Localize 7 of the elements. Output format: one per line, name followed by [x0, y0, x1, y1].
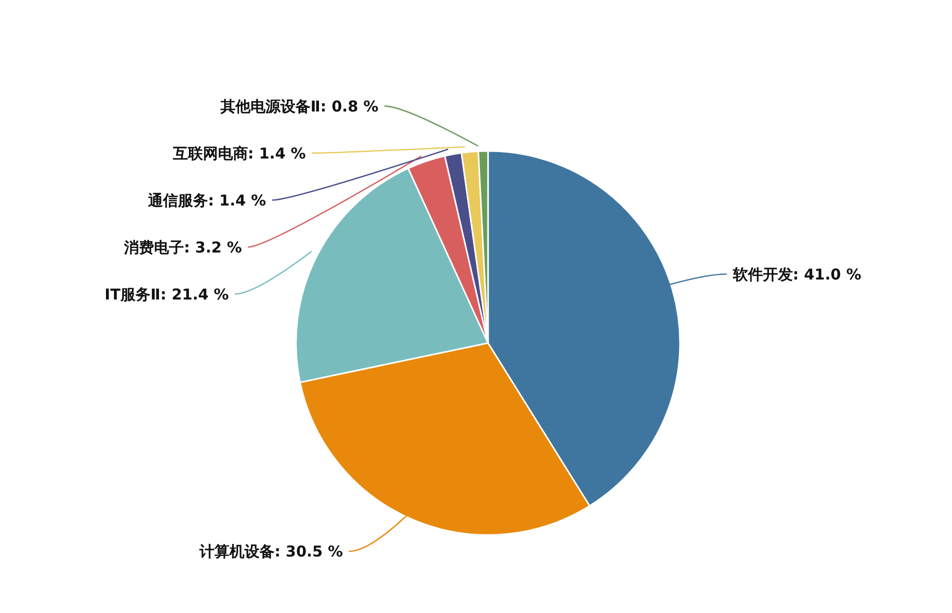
slice-label: IT服务Ⅱ: 21.4 % — [104, 285, 229, 304]
slice-label: 计算机设备: 30.5 % — [198, 542, 343, 561]
slice-label: 软件开发: 41.0 % — [732, 265, 862, 284]
slice-label: 其他电源设备Ⅱ: 0.8 % — [220, 97, 378, 116]
slice-label: 通信服务: 1.4 % — [147, 191, 266, 210]
slice-label: 消费电子: 3.2 % — [122, 238, 242, 256]
slice-label: 互联网电商: 1.4 % — [172, 144, 306, 162]
